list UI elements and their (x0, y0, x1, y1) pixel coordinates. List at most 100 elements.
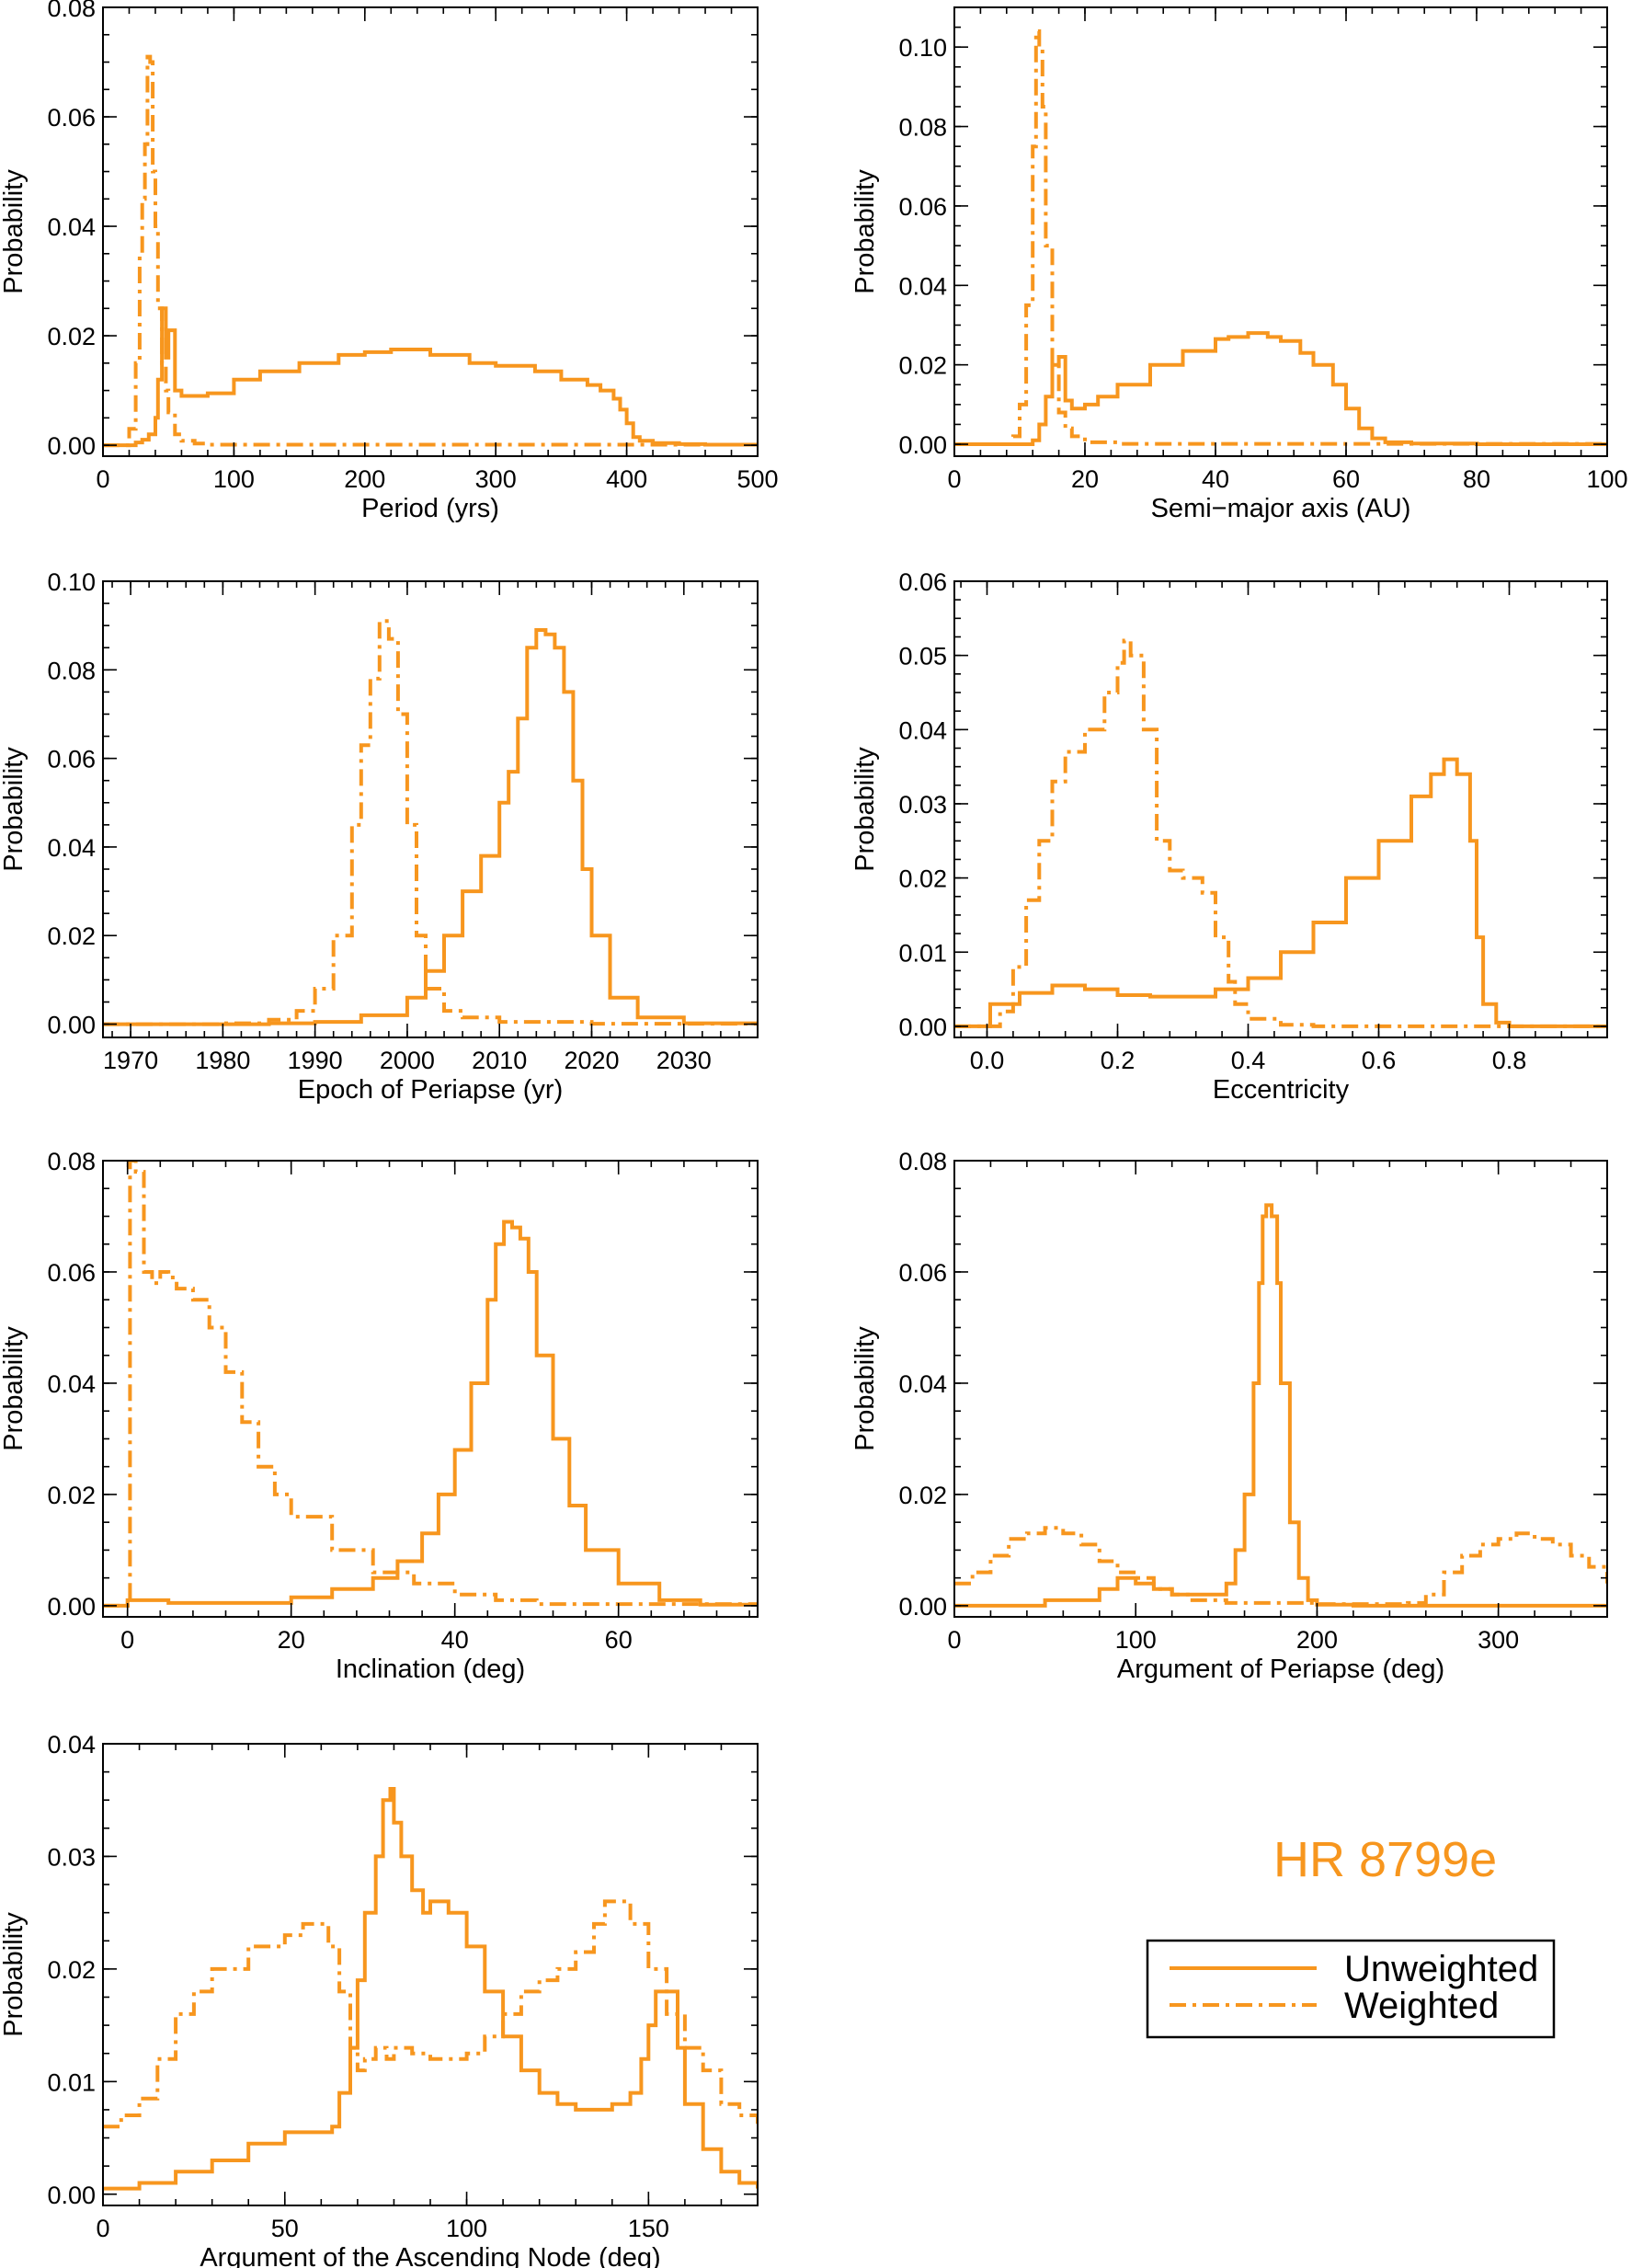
x-tick-label: 40 (1202, 465, 1229, 493)
x-tick-label: 200 (344, 465, 385, 493)
y-tick-label: 0.08 (47, 0, 96, 22)
y-tick-label: 0.00 (898, 431, 947, 459)
y-tick-label: 0.06 (47, 104, 96, 132)
y-tick-label: 0.02 (47, 922, 96, 950)
x-tick-label: 0.4 (1231, 1047, 1266, 1074)
chart-panel: 0 100 200 300 0.00 0.02 0.04 0.06 0.08 Argument o… (850, 1148, 1608, 1684)
y-tick-label: 0.00 (47, 432, 96, 460)
y-tick-label: 0.01 (898, 939, 947, 967)
y-tick-label: 0.04 (47, 213, 96, 241)
plot-frame (953, 6, 1608, 457)
x-tick-label: 80 (1463, 465, 1490, 493)
series-unweighted-line (103, 1787, 758, 2191)
x-tick-label: 0.6 (1362, 1047, 1397, 1074)
y-tick-label: 0.00 (47, 2182, 96, 2209)
x-axis-title: Argument of Periapse (deg) (1117, 1655, 1444, 1684)
y-tick-label: 0.08 (898, 114, 947, 142)
y-tick-label: 0.02 (47, 1956, 96, 1984)
y-tick-label: 0.08 (47, 657, 96, 684)
y-tick-label: 0.04 (898, 1370, 947, 1398)
y-tick-label: 0.04 (898, 272, 947, 300)
x-tick-label: 2000 (380, 1047, 435, 1074)
x-tick-label: 1990 (288, 1047, 343, 1074)
y-tick-label: 0.00 (47, 1012, 96, 1039)
plot-frame (953, 1160, 1608, 1618)
y-tick-label: 0.02 (898, 1482, 947, 1509)
x-tick-label: 0.8 (1492, 1047, 1527, 1074)
x-tick-label: 0 (96, 2215, 109, 2242)
y-tick-label: 0.04 (47, 1370, 96, 1398)
y-tick-label: 0.00 (898, 1014, 947, 1041)
x-tick-label: 0.0 (970, 1047, 1005, 1074)
legend-weighted-label: Weighted (1344, 1986, 1499, 2026)
x-axis-title: Period (yrs) (361, 494, 499, 523)
y-axis-title: Probability (0, 1912, 29, 2037)
y-axis-title: Probability (0, 169, 29, 294)
series-weighted-line (954, 638, 1607, 1028)
y-tick-label: 0.10 (47, 568, 96, 596)
plot-frame (953, 580, 1608, 1038)
x-tick-label: 0 (947, 1626, 961, 1654)
series-unweighted-line (954, 757, 1607, 1028)
chart-panel: 0 20 40 60 0.00 0.02 0.04 0.06 0.08 Inclination (… (0, 1148, 759, 1684)
series-weighted-line (103, 1161, 758, 1608)
y-tick-label: 0.06 (898, 193, 947, 221)
x-tick-label: 20 (278, 1626, 305, 1654)
y-tick-label: 0.02 (47, 323, 96, 350)
chart-panel: 0 50 100 150 0.00 0.01 0.02 0.03 0.04 Argument of… (0, 1731, 759, 2268)
y-tick-label: 0.01 (47, 2068, 96, 2096)
plot-frame (102, 6, 759, 457)
x-axis-title: Semi−major axis (AU) (1151, 494, 1411, 523)
x-axis-title: Inclination (deg) (336, 1655, 525, 1684)
x-tick-label: 50 (271, 2215, 299, 2242)
x-tick-label: 500 (736, 465, 778, 493)
y-axis-title: Probability (0, 1326, 29, 1451)
legend: Unweighted Weighted (1146, 1939, 1556, 2039)
x-tick-label: 1980 (195, 1047, 250, 1074)
x-tick-label: 400 (606, 465, 647, 493)
x-tick-label: 20 (1071, 465, 1099, 493)
series-weighted-line (103, 619, 758, 1026)
x-tick-label: 40 (441, 1626, 469, 1654)
y-tick-label: 0.05 (898, 643, 947, 670)
y-tick-label: 0.02 (47, 1482, 96, 1509)
y-tick-label: 0.04 (47, 1731, 96, 1758)
y-tick-label: 0.06 (898, 1259, 947, 1287)
series-unweighted-line (103, 1220, 758, 1608)
series-weighted-line (954, 29, 1607, 446)
y-tick-label: 0.03 (47, 1843, 96, 1871)
series-unweighted-line (954, 331, 1607, 446)
y-axis-title: Probability (850, 169, 880, 294)
x-tick-label: 300 (475, 465, 517, 493)
figure-annotation: HR 8799e (1273, 1832, 1497, 1887)
y-axis-title: Probability (850, 1326, 880, 1451)
x-tick-label: 60 (1332, 465, 1360, 493)
series-unweighted-line (103, 628, 758, 1026)
x-tick-label: 100 (1586, 465, 1627, 493)
x-tick-label: 2020 (564, 1047, 619, 1074)
series-weighted-line (103, 1899, 758, 2129)
x-axis-title: Argument of the Ascending Node (deg) (200, 2243, 660, 2268)
legend-box (1146, 1939, 1556, 2039)
legend-unweighted-label: Unweighted (1344, 1949, 1538, 1989)
y-tick-label: 0.10 (898, 34, 947, 62)
chart-panel: 0 100 200 300 400 500 0.00 0.02 0.04 0.06 0.08 Peri… (0, 0, 779, 523)
x-axis-title: Eccentricity (1213, 1075, 1350, 1105)
y-tick-label: 0.08 (47, 1148, 96, 1175)
plot-frame (102, 1743, 759, 2206)
x-tick-label: 0 (120, 1626, 134, 1654)
y-tick-label: 0.06 (47, 746, 96, 773)
y-tick-label: 0.03 (898, 791, 947, 819)
series-unweighted-line (103, 306, 758, 448)
x-tick-label: 100 (213, 465, 255, 493)
x-tick-label: 150 (628, 2215, 669, 2242)
x-tick-label: 200 (1296, 1626, 1338, 1654)
x-axis-title: Epoch of Periapse (yr) (298, 1075, 564, 1105)
y-tick-label: 0.04 (47, 834, 96, 862)
chart-panel: 1970 1980 1990 2000 2010 2020 2030 0.00 0.02 0.04… (0, 568, 759, 1105)
x-tick-label: 300 (1478, 1626, 1519, 1654)
y-axis-title: Probability (850, 747, 880, 872)
x-tick-label: 100 (1115, 1626, 1157, 1654)
x-tick-label: 0 (96, 465, 109, 493)
